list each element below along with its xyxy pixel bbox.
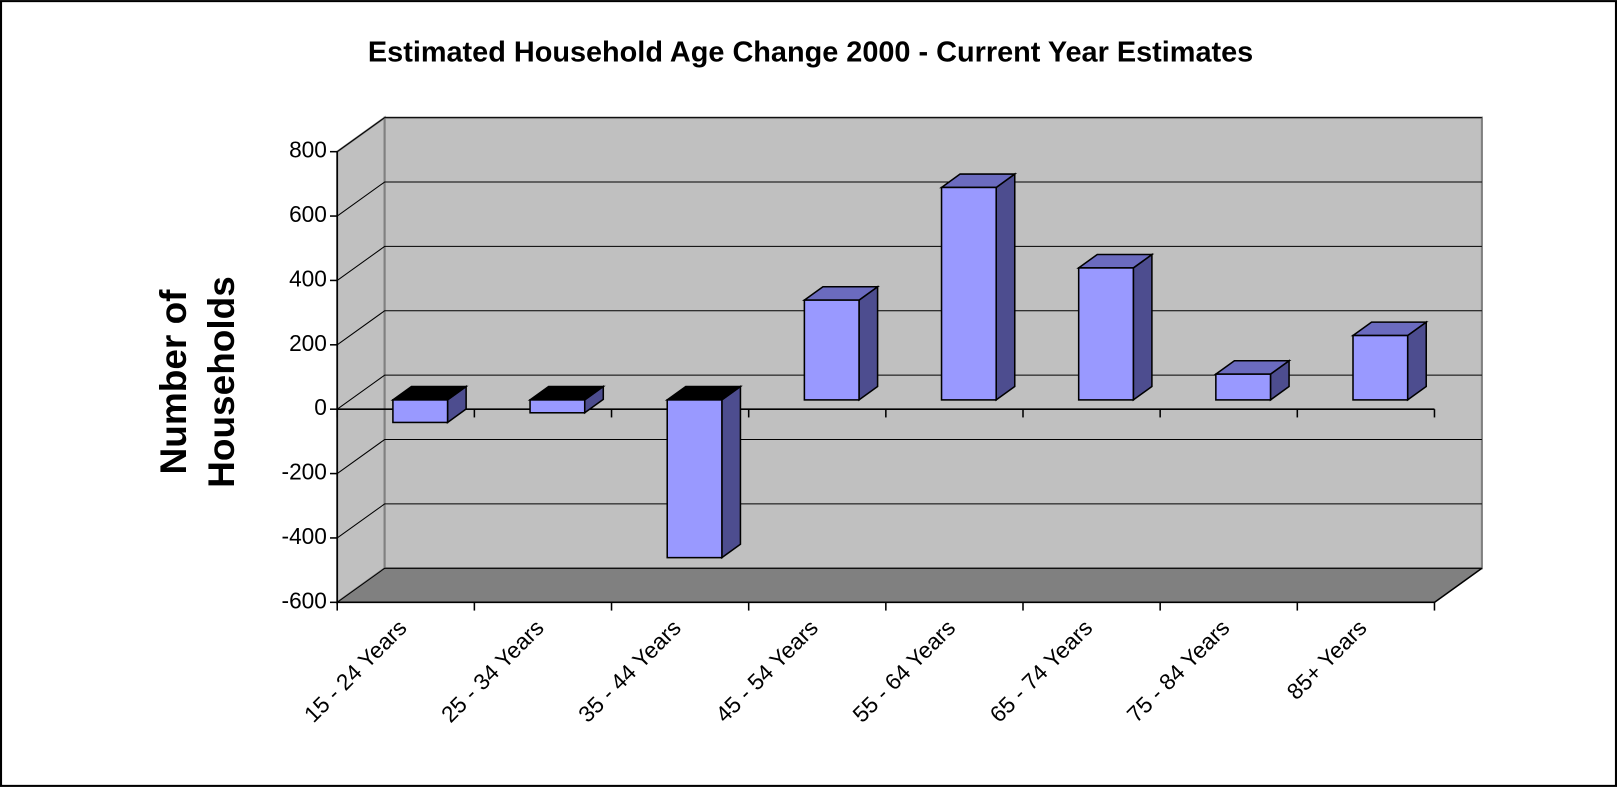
- y-tick-label: 400: [289, 265, 327, 291]
- bar: [1076, 253, 1155, 402]
- y-tick-label: -600: [282, 587, 327, 613]
- y-tick-label: 200: [289, 330, 327, 356]
- bar-side: [721, 384, 742, 560]
- bar-front: [1077, 267, 1135, 401]
- grid-line: [336, 503, 1482, 539]
- bar: [664, 384, 743, 560]
- bar-front: [1215, 373, 1272, 401]
- y-tick-label: -200: [282, 459, 327, 485]
- y-tick-label: 0: [314, 394, 327, 420]
- bar: [390, 384, 469, 424]
- bar-front: [803, 299, 860, 401]
- bar-front: [940, 186, 997, 401]
- grid-line: [336, 181, 1482, 217]
- bar-side: [1132, 253, 1153, 402]
- grid-line: [336, 439, 1482, 474]
- bar-front: [529, 399, 586, 414]
- bar: [527, 384, 606, 415]
- bar: [1213, 359, 1292, 402]
- back-wall: [383, 116, 1483, 570]
- bar-side: [995, 172, 1016, 402]
- right-edge: [1434, 567, 1483, 603]
- bar-side: [858, 285, 879, 402]
- y-tick-label: -400: [282, 523, 327, 549]
- grid-line: [336, 117, 1482, 153]
- chart-title: Estimated Household Age Change 2000 - Cu…: [368, 36, 1253, 68]
- bar-front: [392, 399, 449, 424]
- bar: [1350, 320, 1429, 402]
- y-axis-label: Number of Households: [153, 276, 242, 488]
- floor: [337, 568, 1482, 603]
- grid-line: [336, 567, 1482, 603]
- grid-line: [336, 245, 1482, 281]
- left-wall: [336, 115, 386, 605]
- bar-front: [666, 399, 723, 559]
- bar: [801, 285, 880, 402]
- bar: [939, 172, 1018, 402]
- bar-front: [1352, 334, 1409, 401]
- y-tick-label: 800: [289, 137, 327, 163]
- y-tick-label: 600: [289, 201, 327, 227]
